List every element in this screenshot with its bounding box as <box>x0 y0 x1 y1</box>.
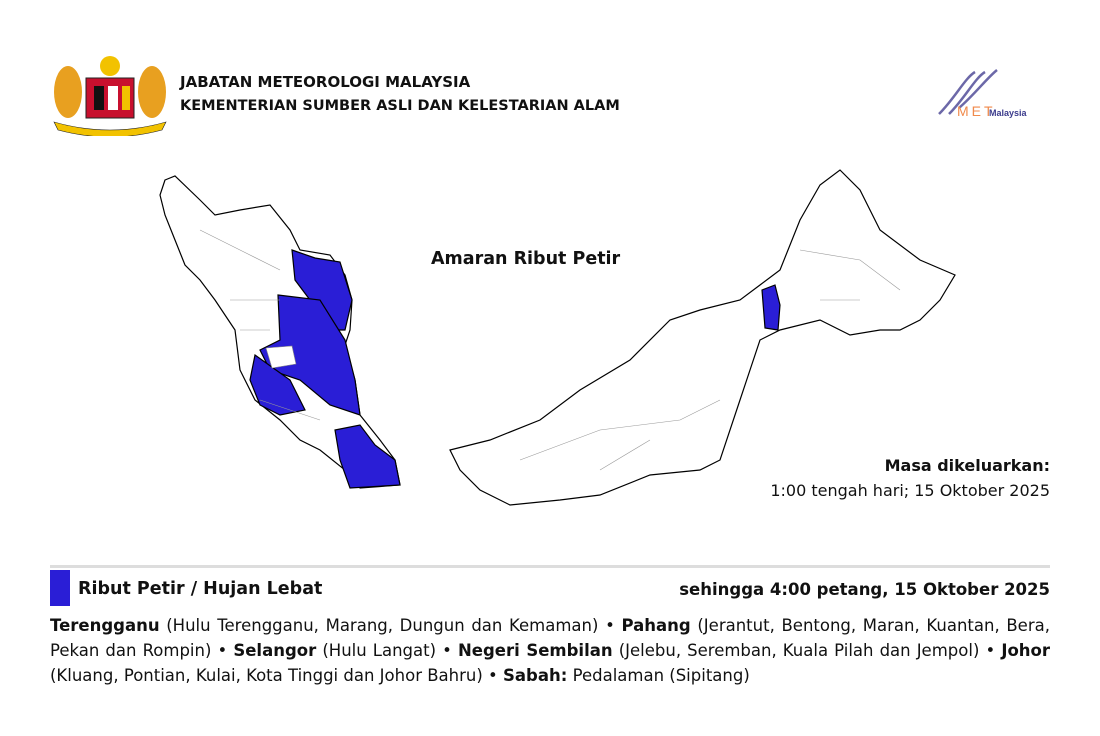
divider <box>50 565 1050 568</box>
district-list: (Hulu Terengganu, Marang, Dungun dan Kem… <box>166 616 599 635</box>
separator: • <box>605 616 615 635</box>
warning-type: Ribut Petir / Hujan Lebat <box>78 579 323 599</box>
district-list: Pedalaman (Sipitang) <box>572 666 750 685</box>
issued-time-value: 1:00 tengah hari; 15 Oktober 2025 <box>770 481 1050 500</box>
region-sipitang <box>761 284 781 331</box>
peninsular-malaysia <box>159 175 401 489</box>
state-name: Selangor <box>233 641 317 660</box>
svg-text:Malaysia: Malaysia <box>989 108 1028 118</box>
district-list: (Kluang, Pontian, Kulai, Kota Tinggi dan… <box>50 666 483 685</box>
coat-of-arms-icon <box>53 56 167 136</box>
district-list: (Jelebu, Seremban, Kuala Pilah dan Jempo… <box>618 641 980 660</box>
region-johor <box>334 424 401 489</box>
region-selangor-negeri-sembilan <box>249 353 306 416</box>
borneo-malaysia <box>449 169 956 506</box>
organization-name: JABATAN METEOROLOGI MALAYSIA <box>180 73 471 91</box>
met-malaysia-logo: MET Malaysia <box>938 69 1028 119</box>
map-title: Amaran Ribut Petir <box>431 249 621 269</box>
issued-time-label: Masa dikeluarkan: <box>884 456 1050 475</box>
ministry-name: KEMENTERIAN SUMBER ASLI DAN KELESTARIAN … <box>180 98 620 114</box>
separator: • <box>985 641 996 660</box>
state-name: Pahang <box>621 616 691 635</box>
state-name: Johor <box>1001 641 1051 660</box>
district-list: (Hulu Langat) <box>322 641 437 660</box>
affected-areas: Terengganu (Hulu Terengganu, Marang, Dun… <box>50 613 1050 688</box>
valid-until: sehingga 4:00 petang, 15 Oktober 2025 <box>679 580 1050 599</box>
separator: • <box>217 641 228 660</box>
svg-text:MET: MET <box>957 103 996 119</box>
region-pahang <box>259 294 361 416</box>
state-name: Negeri Sembilan <box>457 641 613 660</box>
state-name: Sabah: <box>503 666 568 685</box>
district-list: (Jerantut, Bentong, Maran, Kuantan, Bera… <box>50 616 1050 660</box>
separator: • <box>442 641 452 660</box>
region-terengganu <box>291 249 353 331</box>
state-name: Terengganu <box>50 616 160 635</box>
warning-color-swatch <box>50 570 70 606</box>
separator: • <box>488 666 498 685</box>
